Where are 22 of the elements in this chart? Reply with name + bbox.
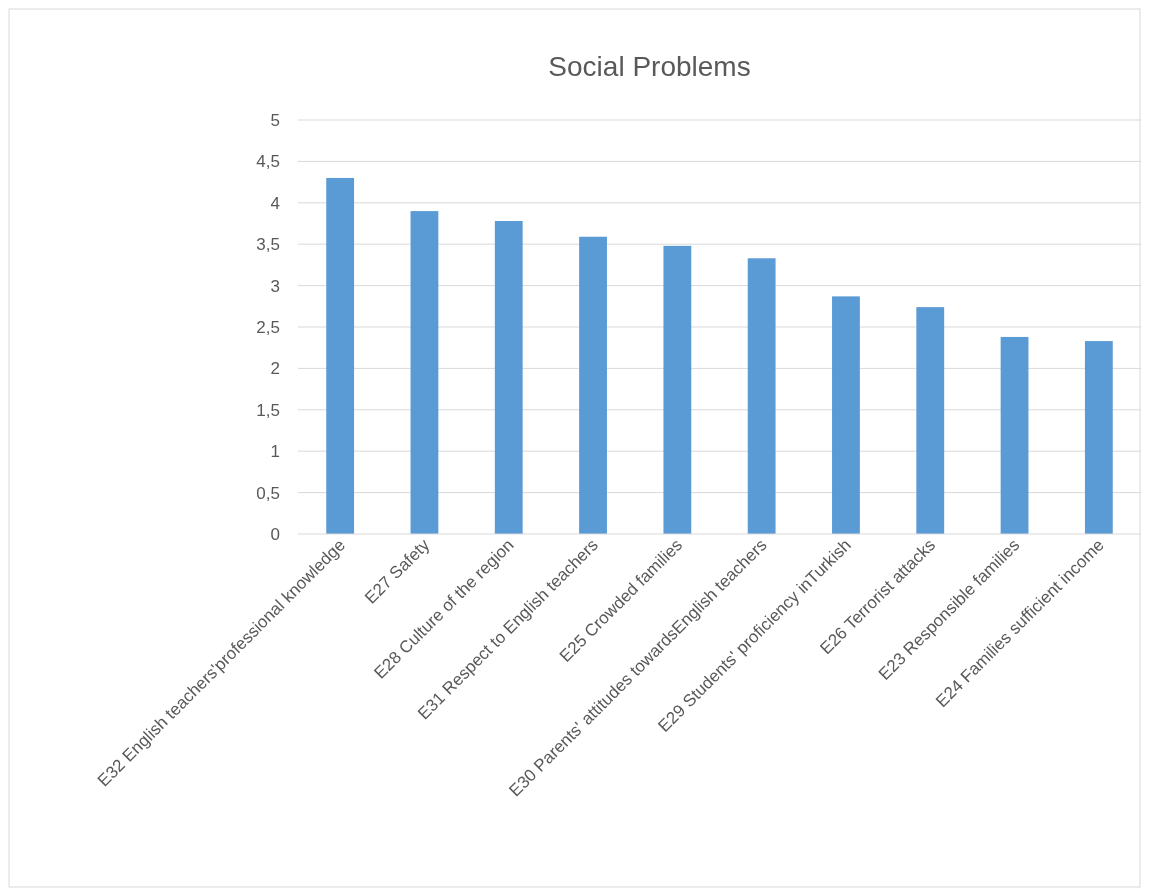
bar: [494, 221, 523, 534]
chart-title: Social Problems: [548, 51, 751, 82]
bar: [1000, 336, 1029, 534]
bar: [326, 177, 355, 534]
y-tick-label: 1: [270, 442, 280, 462]
y-tick-label: 3,5: [256, 235, 280, 255]
y-tick-label: 1,5: [256, 400, 280, 420]
y-tick-label: 4,5: [256, 152, 280, 172]
y-tick-label: 2,5: [256, 317, 280, 337]
bar: [747, 258, 776, 534]
bar: [579, 236, 607, 534]
y-tick-label: 4: [270, 193, 280, 213]
y-tick-label: 0,5: [256, 483, 280, 503]
bar: [1084, 341, 1113, 534]
bar: [916, 307, 945, 534]
bar: [410, 211, 439, 534]
y-tick-label: 2: [270, 359, 280, 379]
y-tick-label: 0: [270, 524, 280, 544]
bar: [663, 245, 692, 534]
y-tick-label: 3: [270, 276, 280, 296]
bar: [832, 296, 860, 534]
y-tick-label: 5: [270, 110, 280, 130]
